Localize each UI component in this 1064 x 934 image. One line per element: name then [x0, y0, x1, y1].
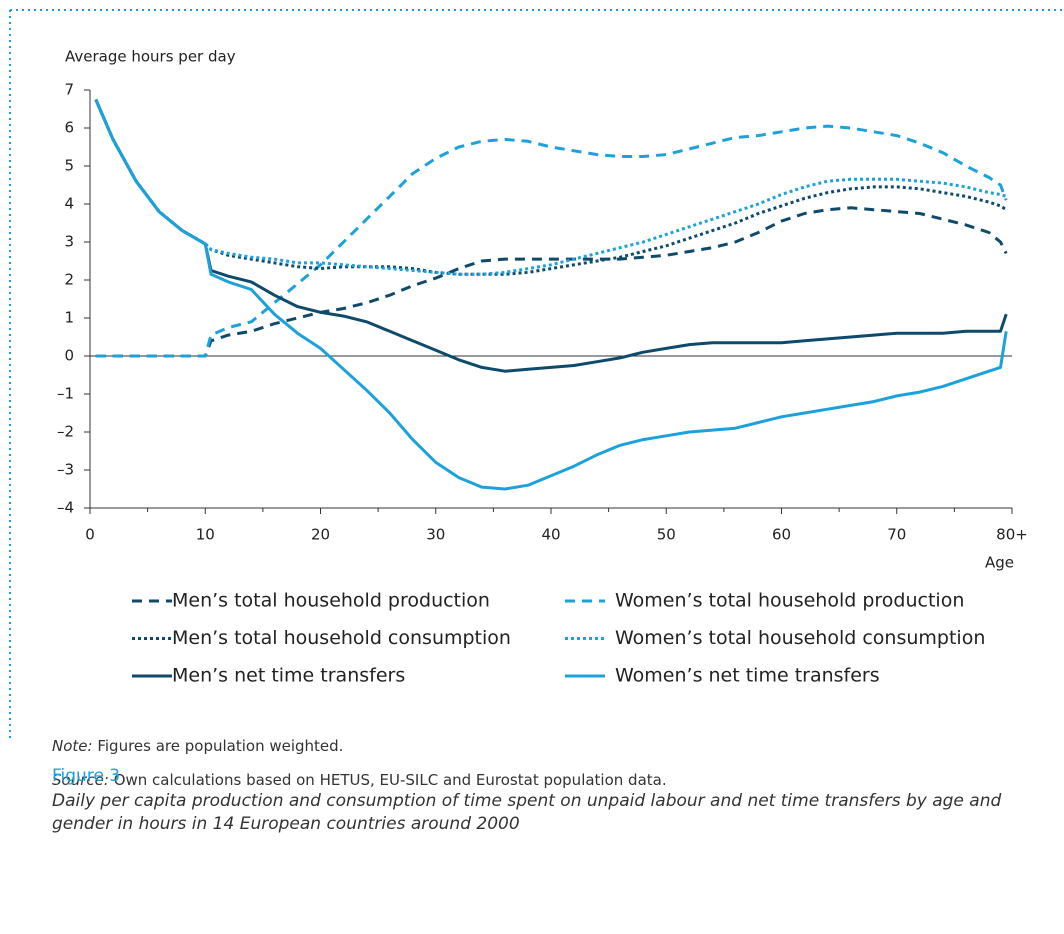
x-axis-label: Age [985, 554, 1014, 572]
y-tick-label: 1 [64, 309, 74, 327]
legend-label: Men’s total household production [172, 590, 490, 612]
y-tick-label: –1 [57, 385, 74, 403]
legend-label: Women’s total household consumption [615, 627, 985, 649]
x-tick-label: 20 [311, 526, 330, 544]
legend-label: Women’s total household production [615, 590, 964, 612]
series-line [95, 124, 1008, 358]
legend-label: Men’s total household consumption [172, 627, 511, 649]
series-line [94, 98, 1008, 276]
y-axis-label: Average hours per day [65, 48, 236, 66]
x-tick-label: 80+ [996, 526, 1028, 544]
y-tick-label: 6 [64, 119, 74, 137]
series-line [95, 206, 1008, 358]
legend-label: Men’s net time transfers [172, 665, 405, 687]
chart: Average hours per day Age –4 –3 –2 –1 0 1 2 3 4 5… [9, 9, 1064, 740]
y-tick-label: –3 [57, 461, 74, 479]
note: Note: Figures are population weighted. [52, 737, 343, 755]
legend-label: Women’s net time transfers [615, 665, 880, 687]
series-line [94, 98, 1007, 276]
figure-label: Figure 3 [52, 766, 121, 786]
note-label: Note: [52, 737, 93, 755]
x-tick-label: 60 [772, 526, 791, 544]
note-text: Figures are population weighted. [97, 737, 344, 755]
x-tick-label: 0 [85, 526, 95, 544]
series-line [94, 98, 1008, 491]
source-label: Source: [52, 771, 109, 789]
source-line: Source: Own calculations based on HETUS,… [52, 771, 667, 789]
x-tick-label: 70 [887, 526, 906, 544]
y-tick-label: 3 [64, 233, 74, 251]
series-line [94, 98, 1008, 373]
x-tick-label: 10 [196, 526, 215, 544]
source-text: Own calculations based on HETUS, EU-SILC… [113, 771, 667, 789]
y-tick-label: 7 [64, 81, 74, 99]
y-tick-label: –2 [57, 423, 74, 441]
y-tick-label: 4 [64, 195, 74, 213]
y-tick-label: 5 [64, 157, 74, 175]
caption: Daily per capita production and consumpt… [52, 791, 1002, 834]
y-tick-label: 0 [64, 347, 74, 365]
x-tick-label: 30 [426, 526, 445, 544]
x-tick-label: 40 [541, 526, 560, 544]
x-tick-label: 50 [657, 526, 676, 544]
y-tick-label: –4 [57, 499, 74, 517]
y-tick-label: 2 [64, 271, 74, 289]
